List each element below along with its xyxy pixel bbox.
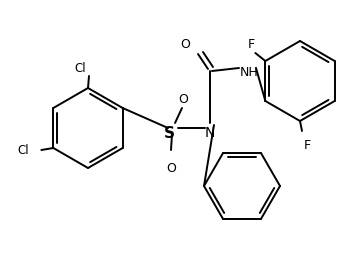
Text: NH: NH [240, 67, 259, 79]
Text: F: F [248, 38, 255, 51]
Text: Cl: Cl [74, 62, 86, 75]
Text: Cl: Cl [17, 144, 29, 156]
Text: O: O [166, 162, 176, 175]
Text: O: O [180, 38, 190, 51]
Text: F: F [304, 139, 311, 152]
Text: O: O [178, 93, 188, 106]
Text: N: N [205, 126, 215, 140]
Text: S: S [163, 126, 174, 140]
